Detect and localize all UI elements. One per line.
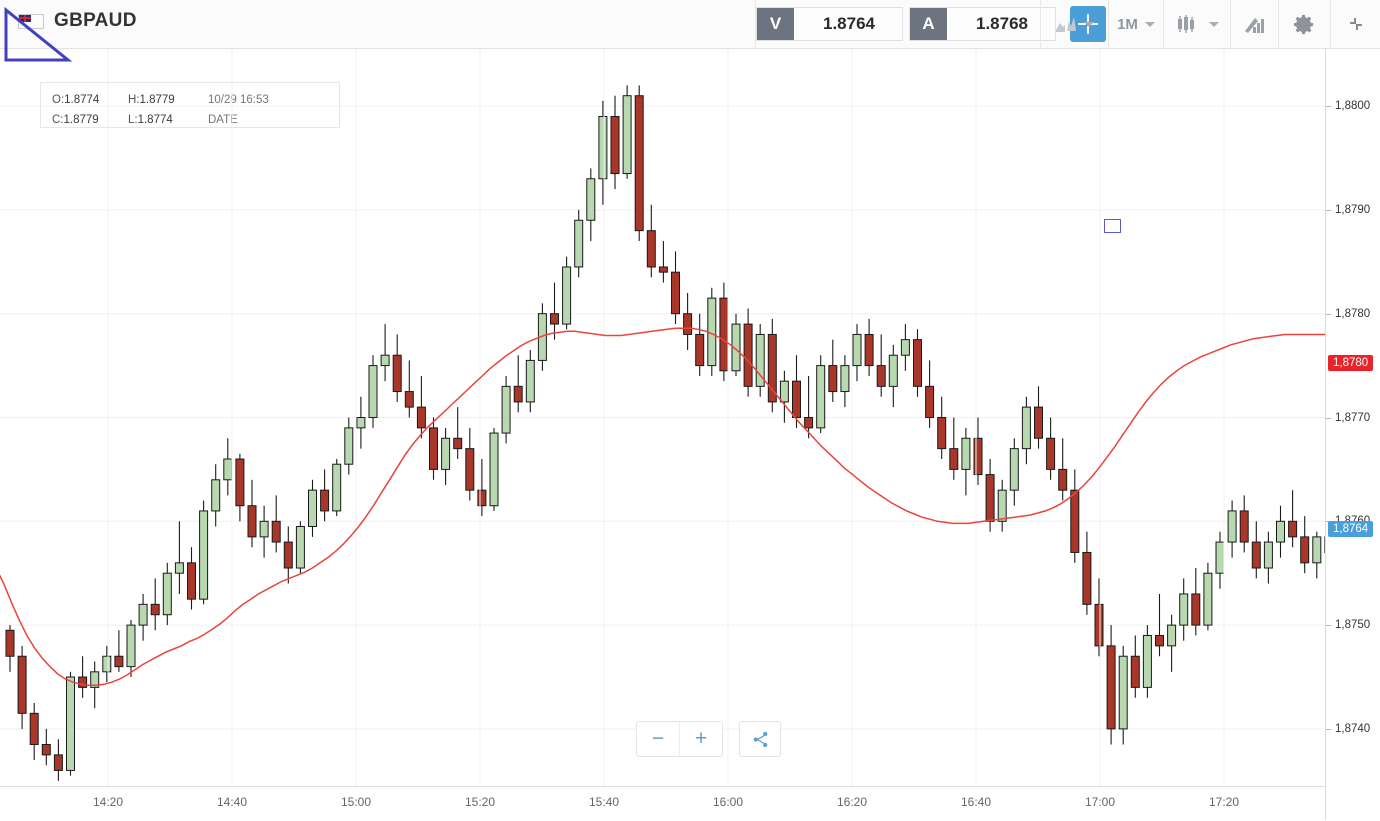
y-axis-label: 1,8750	[1335, 619, 1370, 631]
y-axis-label: 1,8740	[1335, 723, 1370, 735]
ma-price-badge: 1,8780	[1328, 355, 1373, 371]
y-axis-tick	[1326, 625, 1331, 626]
ask-tag: A	[910, 8, 947, 40]
y-axis-tick	[1326, 314, 1331, 315]
candle-type-button[interactable]	[1163, 0, 1230, 48]
x-axis-label: 17:00	[1085, 795, 1115, 809]
x-axis: 14:20 14:40 15:00 15:20 15:40 16:00 16:20 16:40…	[0, 786, 1325, 821]
y-axis-price-scale[interactable]: 1,88001,87901,87801,87701,87601,87501,87…	[1325, 49, 1380, 820]
candlestick-icon	[1176, 14, 1202, 34]
indicator-button[interactable]	[1230, 0, 1278, 48]
y-axis-tick	[1326, 418, 1331, 419]
zoom-controls: − +	[636, 721, 781, 757]
fullscreen-exit-button[interactable]	[1330, 0, 1380, 48]
selection-box-annotation[interactable]	[1104, 219, 1121, 233]
timeframe-label: 1M	[1117, 16, 1138, 33]
y-axis-label: 1,8780	[1335, 308, 1370, 320]
candlestick-chart[interactable]	[0, 49, 1325, 786]
share-button[interactable]	[739, 721, 781, 757]
x-axis-label: 16:00	[713, 795, 743, 809]
indicator-pencil-icon	[1243, 13, 1267, 35]
gbp-aud-flag-icon	[18, 14, 44, 29]
bid-tag: V	[757, 8, 794, 40]
symbol-block[interactable]: GBPAUD	[18, 10, 137, 32]
x-axis-label: 17:20	[1209, 795, 1239, 809]
y-axis-tick	[1326, 106, 1331, 107]
bid-value: 1.8764	[794, 14, 902, 34]
chevron-down-icon	[1209, 22, 1219, 27]
x-axis-label: 16:40	[961, 795, 991, 809]
y-axis-tick	[1326, 210, 1331, 211]
last-price-badge: 1,8764	[1328, 521, 1373, 537]
bid-quote[interactable]: V 1.8764	[756, 7, 903, 41]
page-title: GBPAUD	[54, 10, 137, 32]
zoom-in-button[interactable]: +	[679, 722, 722, 756]
share-icon	[751, 730, 770, 749]
x-axis-label: 15:40	[589, 795, 619, 809]
chevron-down-icon	[1084, 22, 1094, 27]
zoom-out-button[interactable]: −	[637, 722, 679, 756]
x-axis-label: 14:20	[93, 795, 123, 809]
collapse-arrows-icon	[1345, 13, 1367, 35]
chart-style-icon	[1055, 15, 1077, 33]
gear-icon	[1293, 13, 1316, 36]
x-axis-label: 15:20	[465, 795, 495, 809]
chart-style-button[interactable]	[1040, 0, 1108, 48]
y-axis-label: 1,8800	[1335, 100, 1370, 112]
x-axis-label: 14:40	[217, 795, 247, 809]
ask-value: 1.8768	[947, 14, 1055, 34]
chart-canvas	[0, 49, 1325, 786]
y-axis-label: 1,8770	[1335, 412, 1370, 424]
timeframe-selector[interactable]: 1M	[1108, 0, 1163, 48]
chevron-down-icon	[1145, 22, 1155, 27]
chart-header: GBPAUD V 1.8764 A 1.8768 1M	[0, 0, 1380, 49]
settings-button[interactable]	[1278, 0, 1330, 48]
ask-quote[interactable]: A 1.8768	[909, 7, 1056, 41]
y-axis-tick	[1326, 729, 1331, 730]
x-axis-label: 15:00	[341, 795, 371, 809]
x-axis-label: 16:20	[837, 795, 867, 809]
y-axis-label: 1,8790	[1335, 204, 1370, 216]
